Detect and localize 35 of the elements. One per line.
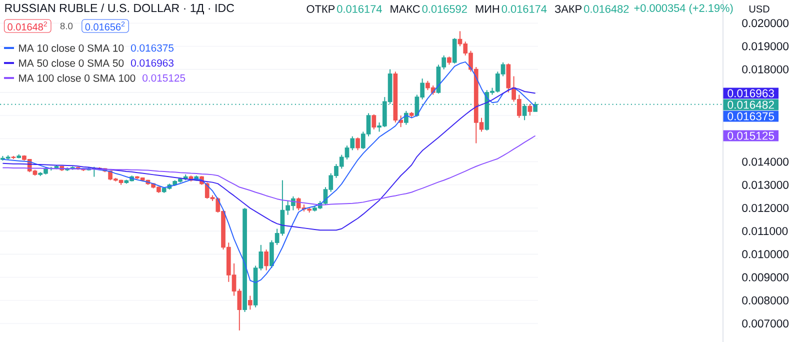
text: ЗАКР — [554, 5, 582, 13]
legend-label: MA 50 close 0 SMA 50 — [19, 59, 124, 67]
ref-line-label: 0.016482 — [728, 100, 774, 109]
annotation: 8.0 — [60, 22, 73, 30]
annotation: 0.016592 — [422, 5, 467, 13]
y-axis-title: USD — [749, 5, 770, 13]
annotation: 0.016174 — [502, 5, 547, 13]
legend-label: MA 100 close 0 SMA 100 — [19, 74, 136, 82]
annotation: 0.016963 — [130, 59, 174, 67]
y-tick-label: 0.009000 — [742, 273, 789, 282]
annotation: МАКС — [390, 5, 420, 13]
y-tick-label: 0.011000 — [742, 227, 788, 236]
y-tick-label: 0.008000 — [742, 296, 789, 304]
annotation: 0.01656$^{2}$ — [85, 21, 125, 31]
annotation: 0.016375 — [130, 44, 174, 52]
text: 0.016375 — [728, 112, 774, 120]
text: +0.000354 (+2.19%) — [634, 4, 733, 14]
text: 0.016482 — [584, 5, 629, 13]
y-tick-label: 0.020000 — [742, 19, 789, 28]
annotation: ОТКР — [306, 5, 335, 13]
y-tick-label: 0.019000 — [742, 42, 789, 50]
annotation: 0.016174 — [337, 5, 382, 13]
annotation: 0.015125 — [142, 74, 186, 82]
y-tick-label: 0.007000 — [742, 319, 789, 328]
y-tick-label: 0.010000 — [742, 250, 789, 258]
chart-title: RUSSIAN RUBLE / U.S. DOLLAR · 1Д · IDC — [5, 4, 234, 14]
y-tick-label: 0.018000 — [742, 65, 789, 74]
y-tick-label: 0.014000 — [742, 158, 789, 166]
annotation: 0.01648$^{2}$ — [8, 21, 47, 31]
text: 0.016963 — [728, 89, 774, 98]
legend-label: MA 10 close 0 SMA 10 — [19, 44, 124, 52]
text: 0.015125 — [728, 132, 774, 140]
y-tick-label: 0.013000 — [742, 180, 789, 189]
annotation: МИН — [476, 5, 499, 13]
y-tick-label: 0.012000 — [742, 204, 789, 212]
